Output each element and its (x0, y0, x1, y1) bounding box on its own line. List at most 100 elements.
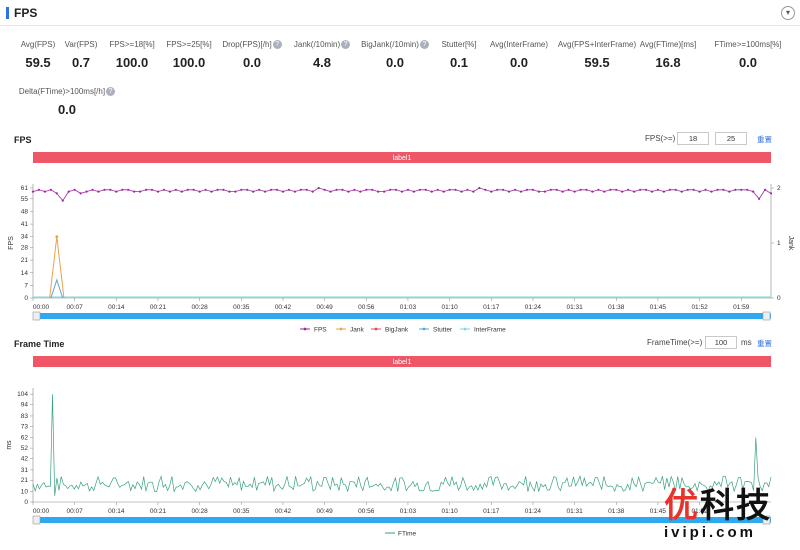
fps-chart-title: FPS (14, 135, 32, 145)
metric-label: Avg(FPS) (20, 40, 56, 49)
x-tick-label: 00:42 (275, 508, 292, 515)
metric-9: Avg(FPS+InterFrame) 59.5 (537, 40, 657, 70)
metric-8: Avg(InterFrame) 0.0 (459, 40, 579, 70)
fps-point (246, 188, 249, 191)
metric-value: 0.0 (242, 55, 262, 71)
fps-point (103, 188, 106, 191)
fps-point (150, 188, 154, 191)
fps-point (311, 190, 314, 193)
fps-point (621, 190, 624, 193)
fps-point (299, 188, 302, 191)
x-tick-label: 01:52 (691, 508, 708, 515)
fps-point (61, 199, 64, 202)
frametime-threshold-input[interactable] (705, 336, 737, 349)
frametime-reset-button[interactable]: 重置 (757, 339, 772, 348)
x-tick-label: 00:14 (108, 508, 125, 515)
x-tick-label: 00:07 (67, 508, 84, 515)
fps-point (686, 188, 689, 191)
legend-label: Stutter (433, 327, 453, 334)
x-tick-label: 00:00 (33, 508, 50, 515)
y-tick-label: 62 (21, 435, 29, 442)
fps-point (156, 190, 160, 193)
series-jank-line (49, 236, 65, 299)
fps-point (162, 188, 166, 191)
fps-point (258, 188, 261, 191)
fps-point (139, 190, 142, 193)
fps-point (418, 188, 421, 191)
fps-point (591, 190, 594, 193)
range-slider-handle-left[interactable] (32, 515, 41, 525)
fps-point (228, 190, 231, 193)
fps-point (448, 188, 451, 191)
frametime-chart: label1 0 10 21 31 42 52 62 73 83 94 104 ms 00:00 00:07… (6, 356, 772, 538)
fps-point (496, 188, 499, 191)
legend-label: Jank (350, 327, 364, 334)
metric-label: Stutter[%] (441, 40, 477, 49)
series-ftime-line (32, 394, 772, 496)
x-tick-label: 01:31 (566, 304, 583, 311)
legend-swatch-dot (463, 327, 467, 331)
help-icon[interactable]: ? (419, 40, 429, 50)
fps-point (698, 190, 701, 193)
metric-value: 4.8 (312, 55, 332, 71)
x-tick-label: 00:49 (316, 508, 333, 515)
x-tick-label: 00:56 (358, 508, 375, 515)
metric-value: 100.0 (115, 55, 149, 70)
range-slider-handle-right[interactable] (762, 515, 771, 525)
range-slider-handle-left[interactable] (32, 311, 41, 321)
fps-threshold-input-2[interactable] (715, 132, 747, 145)
metric-value: 100.0 (172, 55, 206, 70)
legend-label: InterFrame (474, 327, 506, 334)
fps-point (525, 188, 529, 191)
x-tick-label: 01:10 (441, 304, 458, 311)
fps-point (168, 190, 171, 193)
x-tick-label: 00:28 (192, 304, 209, 311)
metric-value: 0.0 (738, 55, 758, 70)
y-tick-label: 31 (21, 467, 29, 474)
metric-11: FTime>=100ms[%] 0.0 (688, 40, 800, 70)
x-tick-label: 00:56 (358, 304, 375, 311)
chevron-down-icon[interactable]: ▾ (781, 6, 795, 20)
fps-point (383, 190, 386, 193)
metric-label: FPS>=25[%] (166, 40, 212, 49)
fps-point (264, 190, 267, 193)
x-tick-label: 01:45 (650, 304, 667, 311)
fps-point (323, 188, 326, 191)
fps-reset-button[interactable]: 重置 (757, 135, 772, 144)
metric-label: FPS>=18[%] (109, 40, 155, 49)
fps-point (37, 188, 41, 191)
x-tick-label: 00:21 (150, 304, 167, 311)
fps-point (704, 188, 707, 191)
fps-point (222, 188, 225, 191)
metric-label: FTime>=100ms[%] (714, 40, 782, 49)
fps-point (73, 188, 76, 191)
fps-point (174, 188, 177, 191)
fps-point (55, 192, 58, 195)
help-icon[interactable]: ? (106, 87, 116, 97)
range-slider-handle-right[interactable] (762, 311, 771, 321)
y-tick-label: 41 (21, 221, 29, 228)
y-tick-label: 21 (21, 477, 29, 484)
fps-point (513, 188, 517, 191)
fps-point (43, 190, 47, 193)
fps-point (186, 188, 189, 191)
fps-point (430, 190, 433, 193)
fps-point (662, 190, 665, 193)
fps-point (442, 190, 445, 193)
metric-value: 59.5 (584, 55, 610, 70)
fps-point (79, 192, 82, 195)
frametime-threshold-label: FrameTime(>=) (647, 338, 703, 347)
fps-point (436, 188, 439, 191)
fps-point (740, 188, 743, 191)
help-icon[interactable]: ? (341, 40, 351, 50)
fps-point (394, 188, 398, 191)
metric-5: Jank(/10min)? 4.8 (262, 40, 382, 70)
fps-point (668, 188, 671, 191)
fps-threshold-input-1[interactable] (677, 132, 709, 145)
fps-point (567, 188, 570, 191)
section-accent-bar (6, 7, 9, 19)
fps-threshold-label: FPS(>=) (645, 134, 676, 143)
help-icon[interactable]: ? (272, 40, 282, 50)
frametime-chart-title: Frame Time (14, 339, 65, 349)
fps-point (127, 188, 130, 191)
